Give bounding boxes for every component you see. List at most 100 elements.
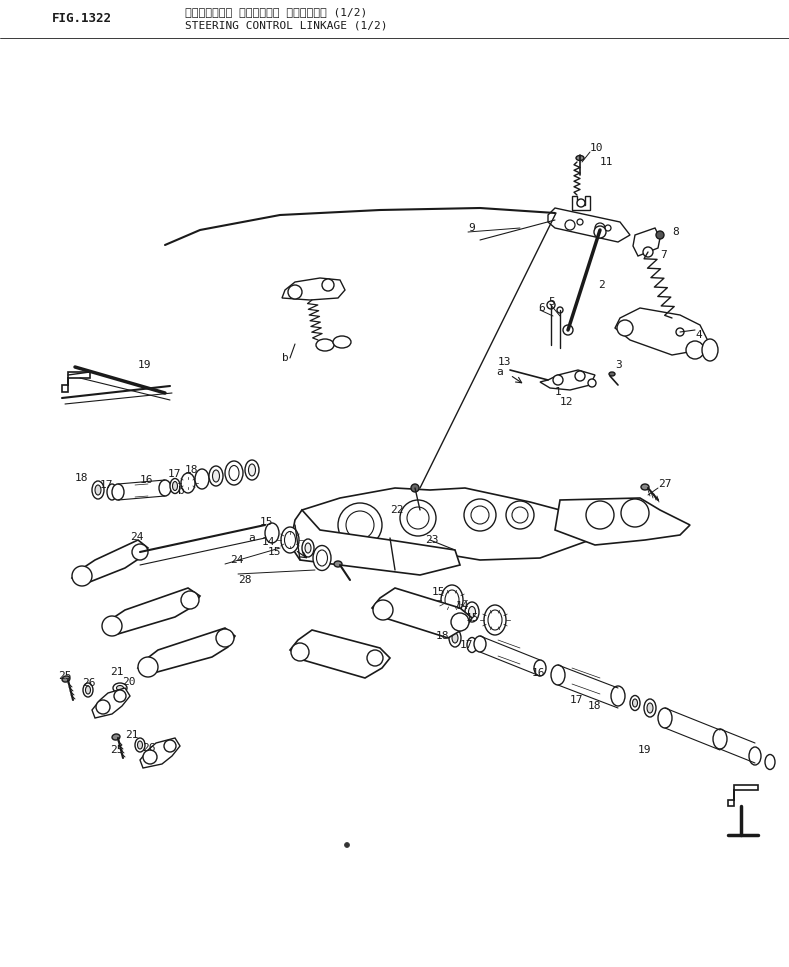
Circle shape: [586, 501, 614, 529]
Text: b: b: [282, 353, 289, 363]
Circle shape: [288, 285, 302, 299]
Circle shape: [346, 511, 374, 539]
Circle shape: [407, 507, 429, 529]
Text: 18: 18: [185, 465, 199, 475]
Ellipse shape: [702, 339, 718, 361]
Circle shape: [164, 740, 176, 752]
Text: b: b: [178, 486, 185, 496]
Circle shape: [72, 566, 92, 586]
Circle shape: [656, 231, 664, 239]
Circle shape: [617, 320, 633, 336]
Circle shape: [605, 225, 611, 231]
Text: 14: 14: [456, 601, 469, 611]
Circle shape: [594, 226, 606, 238]
Text: 7: 7: [660, 250, 667, 260]
Ellipse shape: [644, 699, 656, 717]
Ellipse shape: [305, 543, 311, 553]
Text: 17: 17: [460, 640, 473, 650]
Ellipse shape: [713, 729, 727, 749]
Polygon shape: [555, 498, 690, 545]
Polygon shape: [105, 588, 200, 634]
Circle shape: [577, 219, 583, 225]
Text: 15: 15: [260, 517, 274, 527]
Polygon shape: [548, 208, 630, 242]
Text: 5: 5: [548, 297, 555, 307]
Ellipse shape: [474, 636, 486, 652]
Text: 17: 17: [168, 469, 181, 479]
Ellipse shape: [117, 686, 124, 690]
Ellipse shape: [313, 545, 331, 571]
Text: 25: 25: [58, 671, 72, 681]
Text: 3: 3: [615, 360, 622, 370]
Circle shape: [411, 484, 419, 492]
Text: 15: 15: [268, 547, 282, 557]
Ellipse shape: [576, 156, 584, 161]
Ellipse shape: [484, 605, 506, 635]
Text: 9: 9: [468, 223, 475, 233]
Ellipse shape: [113, 683, 127, 693]
Circle shape: [643, 247, 653, 257]
Polygon shape: [290, 510, 460, 575]
Text: 15: 15: [466, 613, 480, 623]
Circle shape: [451, 613, 469, 631]
Ellipse shape: [195, 469, 209, 489]
Ellipse shape: [181, 473, 195, 493]
Ellipse shape: [173, 482, 178, 490]
Polygon shape: [140, 738, 180, 768]
Polygon shape: [615, 308, 710, 355]
Ellipse shape: [249, 464, 256, 476]
Ellipse shape: [212, 470, 219, 482]
Text: 16: 16: [532, 668, 545, 678]
Text: 28: 28: [238, 575, 252, 585]
Polygon shape: [728, 785, 758, 806]
Circle shape: [471, 506, 489, 524]
Ellipse shape: [170, 479, 180, 493]
Ellipse shape: [765, 754, 775, 770]
Ellipse shape: [159, 480, 171, 496]
Circle shape: [667, 315, 677, 325]
Ellipse shape: [265, 523, 279, 543]
Ellipse shape: [630, 695, 640, 711]
Ellipse shape: [467, 637, 477, 653]
Text: FIG.1322: FIG.1322: [52, 12, 112, 24]
Circle shape: [553, 375, 563, 385]
Circle shape: [181, 591, 199, 609]
Circle shape: [547, 301, 555, 309]
Ellipse shape: [488, 610, 502, 630]
Circle shape: [512, 507, 528, 523]
Circle shape: [143, 750, 157, 764]
Circle shape: [96, 700, 110, 714]
Text: 14: 14: [262, 537, 275, 547]
Circle shape: [577, 199, 585, 207]
Text: 23: 23: [425, 535, 439, 545]
Circle shape: [367, 650, 383, 666]
Circle shape: [322, 279, 334, 291]
Ellipse shape: [245, 460, 259, 480]
Ellipse shape: [316, 339, 334, 351]
Ellipse shape: [658, 708, 672, 728]
Polygon shape: [282, 278, 345, 300]
Ellipse shape: [83, 683, 93, 697]
Text: 4: 4: [695, 330, 701, 340]
Text: ステアリング　 コントロール リンケージ　 (1/2): ステアリング コントロール リンケージ (1/2): [185, 7, 367, 17]
Circle shape: [291, 643, 309, 661]
Circle shape: [138, 657, 158, 677]
Text: a: a: [248, 533, 255, 543]
Circle shape: [686, 341, 704, 359]
Text: 1: 1: [555, 387, 562, 397]
Ellipse shape: [641, 484, 649, 490]
Text: 12: 12: [560, 397, 574, 407]
Polygon shape: [290, 630, 390, 678]
Polygon shape: [295, 488, 600, 560]
Ellipse shape: [85, 686, 91, 694]
Ellipse shape: [749, 747, 761, 765]
Text: 21: 21: [110, 667, 124, 677]
Polygon shape: [92, 688, 130, 718]
Text: 27: 27: [658, 479, 671, 489]
Polygon shape: [372, 588, 472, 638]
Text: 17: 17: [100, 480, 114, 490]
Ellipse shape: [551, 665, 565, 685]
Ellipse shape: [441, 585, 463, 615]
Ellipse shape: [62, 676, 70, 682]
Circle shape: [464, 499, 496, 531]
